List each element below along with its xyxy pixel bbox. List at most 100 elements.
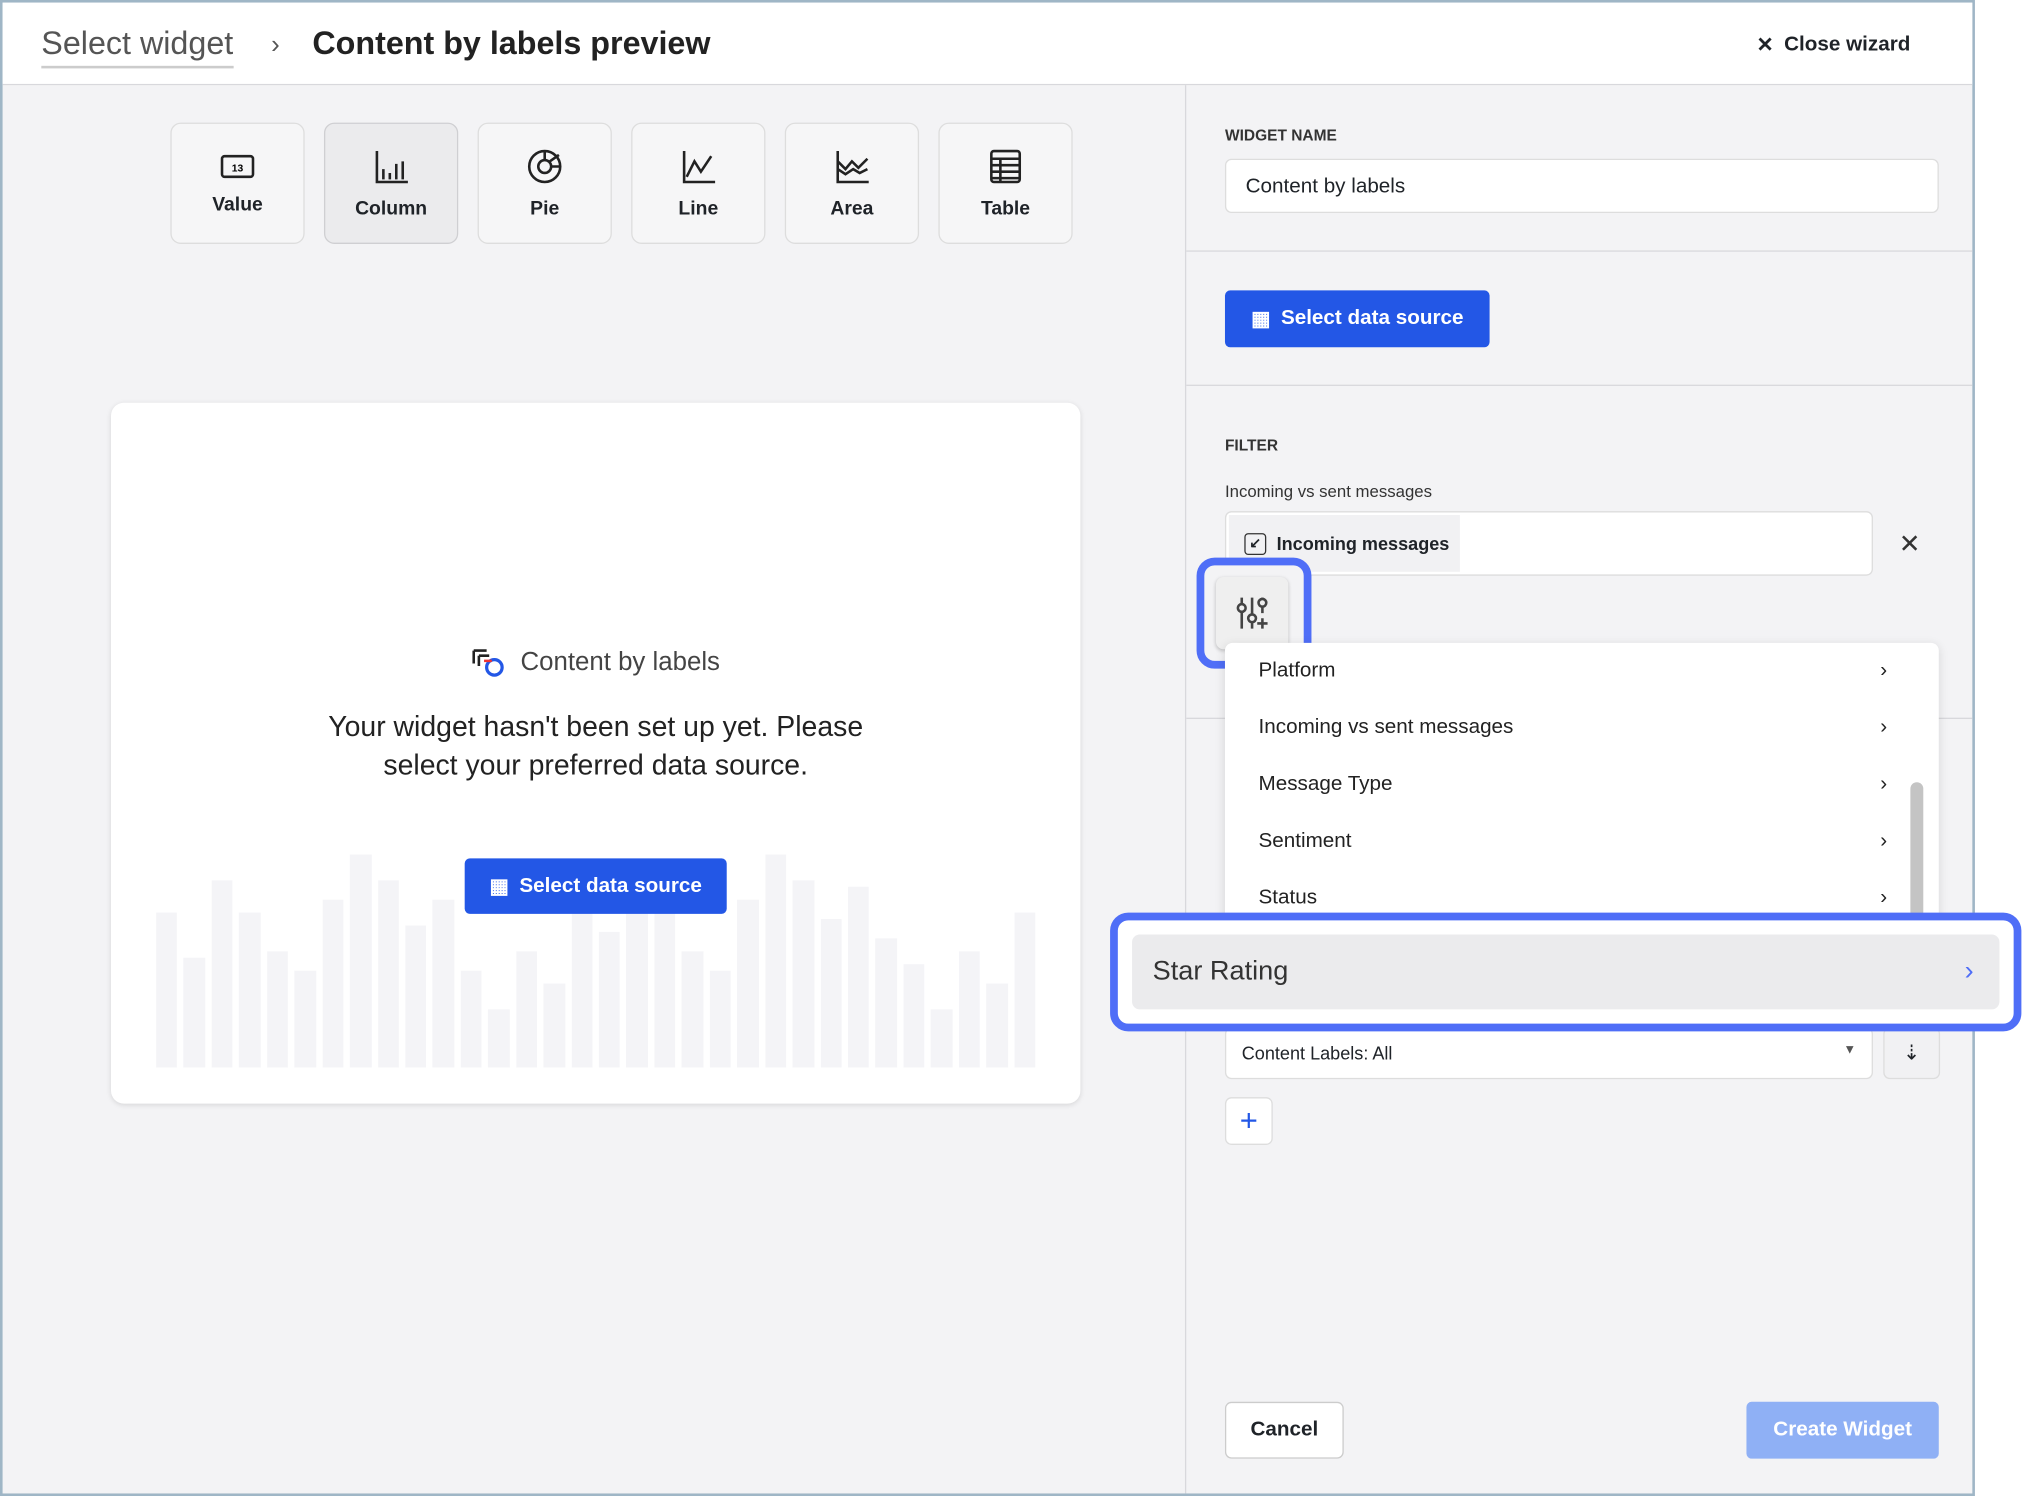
placeholder-bar xyxy=(820,919,842,1068)
preview-title-text: Content by labels xyxy=(520,647,720,676)
close-wizard-button[interactable]: ✕ Close wizard xyxy=(1756,32,1910,58)
widget-type-column[interactable]: Column xyxy=(323,122,459,244)
breadcrumb-select-widget[interactable]: Select widget xyxy=(41,26,234,69)
placeholder-bar xyxy=(515,951,538,1068)
line-chart-icon xyxy=(682,150,716,183)
placeholder-bar xyxy=(626,912,648,1068)
filter-category-menu: Platform › Incoming vs sent messages › Messa… xyxy=(1224,642,1939,927)
menu-item-label: Sentiment xyxy=(1258,829,1352,852)
select-data-source-button[interactable]: ▦ Select data source xyxy=(1224,290,1490,348)
divider xyxy=(1186,250,1973,252)
divider xyxy=(1186,384,1973,386)
chevron-right-icon: › xyxy=(1880,829,1888,852)
widget-type-table[interactable]: Table xyxy=(938,122,1073,244)
scrollbar[interactable] xyxy=(1910,782,1924,925)
placeholder-bar xyxy=(405,925,427,1068)
chip-label: Incoming messages xyxy=(1276,533,1450,554)
column-chart-icon xyxy=(375,150,408,183)
widget-type-selector: 13 Value Column Pie Line Area Table xyxy=(170,122,1073,244)
chevron-right-icon: › xyxy=(1880,659,1888,682)
placeholder-bar xyxy=(211,880,233,1068)
widget-type-label: Line xyxy=(678,196,719,219)
widget-name-input[interactable]: Content by labels xyxy=(1224,158,1939,213)
settings-panel: WIDGET NAME Content by labels ▦ Select da… xyxy=(1184,85,1973,1494)
placeholder-bar xyxy=(930,1009,953,1068)
widget-name-label: WIDGET NAME xyxy=(1224,126,1337,145)
sort-button[interactable]: ⇣ xyxy=(1883,1027,1941,1080)
chevron-right-icon: › xyxy=(1880,716,1888,739)
cancel-button[interactable]: Cancel xyxy=(1224,1401,1344,1459)
placeholder-bar xyxy=(903,964,925,1068)
menu-item[interactable]: Status › xyxy=(1225,870,1939,927)
widget-type-label: Pie xyxy=(530,196,560,219)
placeholder-bar xyxy=(958,951,980,1068)
add-filter-button[interactable] xyxy=(1215,576,1289,650)
placeholder-bar xyxy=(986,983,1008,1068)
placeholder-bar xyxy=(654,880,676,1068)
sort-icon: ⇣ xyxy=(1903,1042,1921,1065)
menu-item-star-rating[interactable]: Star Rating › xyxy=(1132,934,2000,1010)
remove-filter-button[interactable]: ✕ xyxy=(1898,530,1921,559)
chevron-right-icon: › xyxy=(1964,956,1974,987)
widget-preview-card: Content by labels Your widget hasn't bee… xyxy=(111,402,1081,1104)
pie-chart-icon xyxy=(527,149,562,183)
placeholder-bar xyxy=(156,912,178,1068)
chevron-right-icon: › xyxy=(1880,886,1888,909)
widget-type-line[interactable]: Line xyxy=(631,122,766,244)
content-labels-icon xyxy=(472,649,505,677)
widget-type-pie[interactable]: Pie xyxy=(477,122,612,244)
button-label: Select data source xyxy=(519,874,702,897)
close-label: Close wizard xyxy=(1784,33,1911,56)
widget-type-area[interactable]: Area xyxy=(784,122,920,244)
header: Select widget › Content by labels previe… xyxy=(2,2,1973,86)
add-button[interactable]: + xyxy=(1224,1097,1273,1145)
plus-icon: + xyxy=(1239,1102,1258,1138)
data-source-icon: ▦ xyxy=(489,875,510,898)
widget-type-value[interactable]: 13 Value xyxy=(170,122,305,244)
widget-type-label: Area xyxy=(830,196,874,219)
placeholder-bar xyxy=(183,957,206,1068)
placeholder-bar xyxy=(377,880,399,1068)
widget-type-label: Table xyxy=(980,196,1031,219)
create-widget-button[interactable]: Create Widget xyxy=(1746,1401,1939,1459)
select-data-source-button[interactable]: ▦ Select data source xyxy=(464,858,727,914)
placeholder-bar xyxy=(294,970,316,1068)
menu-item-label: Status xyxy=(1258,886,1318,909)
data-source-icon: ▦ xyxy=(1251,308,1271,331)
chevron-right-icon: › xyxy=(1880,773,1888,796)
menu-item[interactable]: Platform › xyxy=(1225,643,1939,700)
placeholder-bar xyxy=(239,912,261,1068)
page-title: Content by labels preview xyxy=(312,25,711,62)
placeholder-bar xyxy=(1014,912,1036,1068)
menu-item[interactable]: Incoming vs sent messages › xyxy=(1225,700,1939,757)
placeholder-bar xyxy=(460,970,482,1068)
filter-input[interactable]: ↙ Incoming messages xyxy=(1224,511,1873,576)
placeholder-bar xyxy=(875,938,897,1068)
table-icon xyxy=(990,149,1022,183)
placeholder-bar xyxy=(847,886,870,1068)
menu-item-label: Platform xyxy=(1258,659,1336,682)
menu-item[interactable]: Sentiment › xyxy=(1225,813,1939,870)
area-chart-icon xyxy=(836,150,869,183)
incoming-icon: ↙ xyxy=(1244,532,1267,555)
placeholder-bar xyxy=(266,951,289,1068)
close-icon: ✕ xyxy=(1756,34,1774,57)
menu-item-label: Star Rating xyxy=(1152,956,1289,987)
placeholder-bar xyxy=(737,899,759,1068)
menu-item-label: Message Type xyxy=(1258,773,1393,796)
star-rating-highlight: Star Rating › xyxy=(1110,912,2022,1032)
placeholder-bar xyxy=(764,854,787,1068)
svg-text:13: 13 xyxy=(232,163,244,174)
menu-item[interactable]: Message Type › xyxy=(1225,756,1939,813)
widget-type-label: Column xyxy=(355,196,428,219)
caret-down-icon: ▼ xyxy=(1843,1042,1857,1058)
placeholder-bar xyxy=(322,899,344,1068)
preview-title: Content by labels xyxy=(111,645,1080,679)
placeholder-bar xyxy=(571,912,593,1068)
content-labels-dropdown[interactable]: Content Labels: All ▼ xyxy=(1224,1027,1873,1080)
value-icon: 13 xyxy=(220,154,255,178)
filter-label: FILTER xyxy=(1224,436,1279,455)
filter-subtitle: Incoming vs sent messages xyxy=(1224,481,1433,501)
button-label: Select data source xyxy=(1280,307,1464,330)
placeholder-bar xyxy=(349,854,372,1068)
